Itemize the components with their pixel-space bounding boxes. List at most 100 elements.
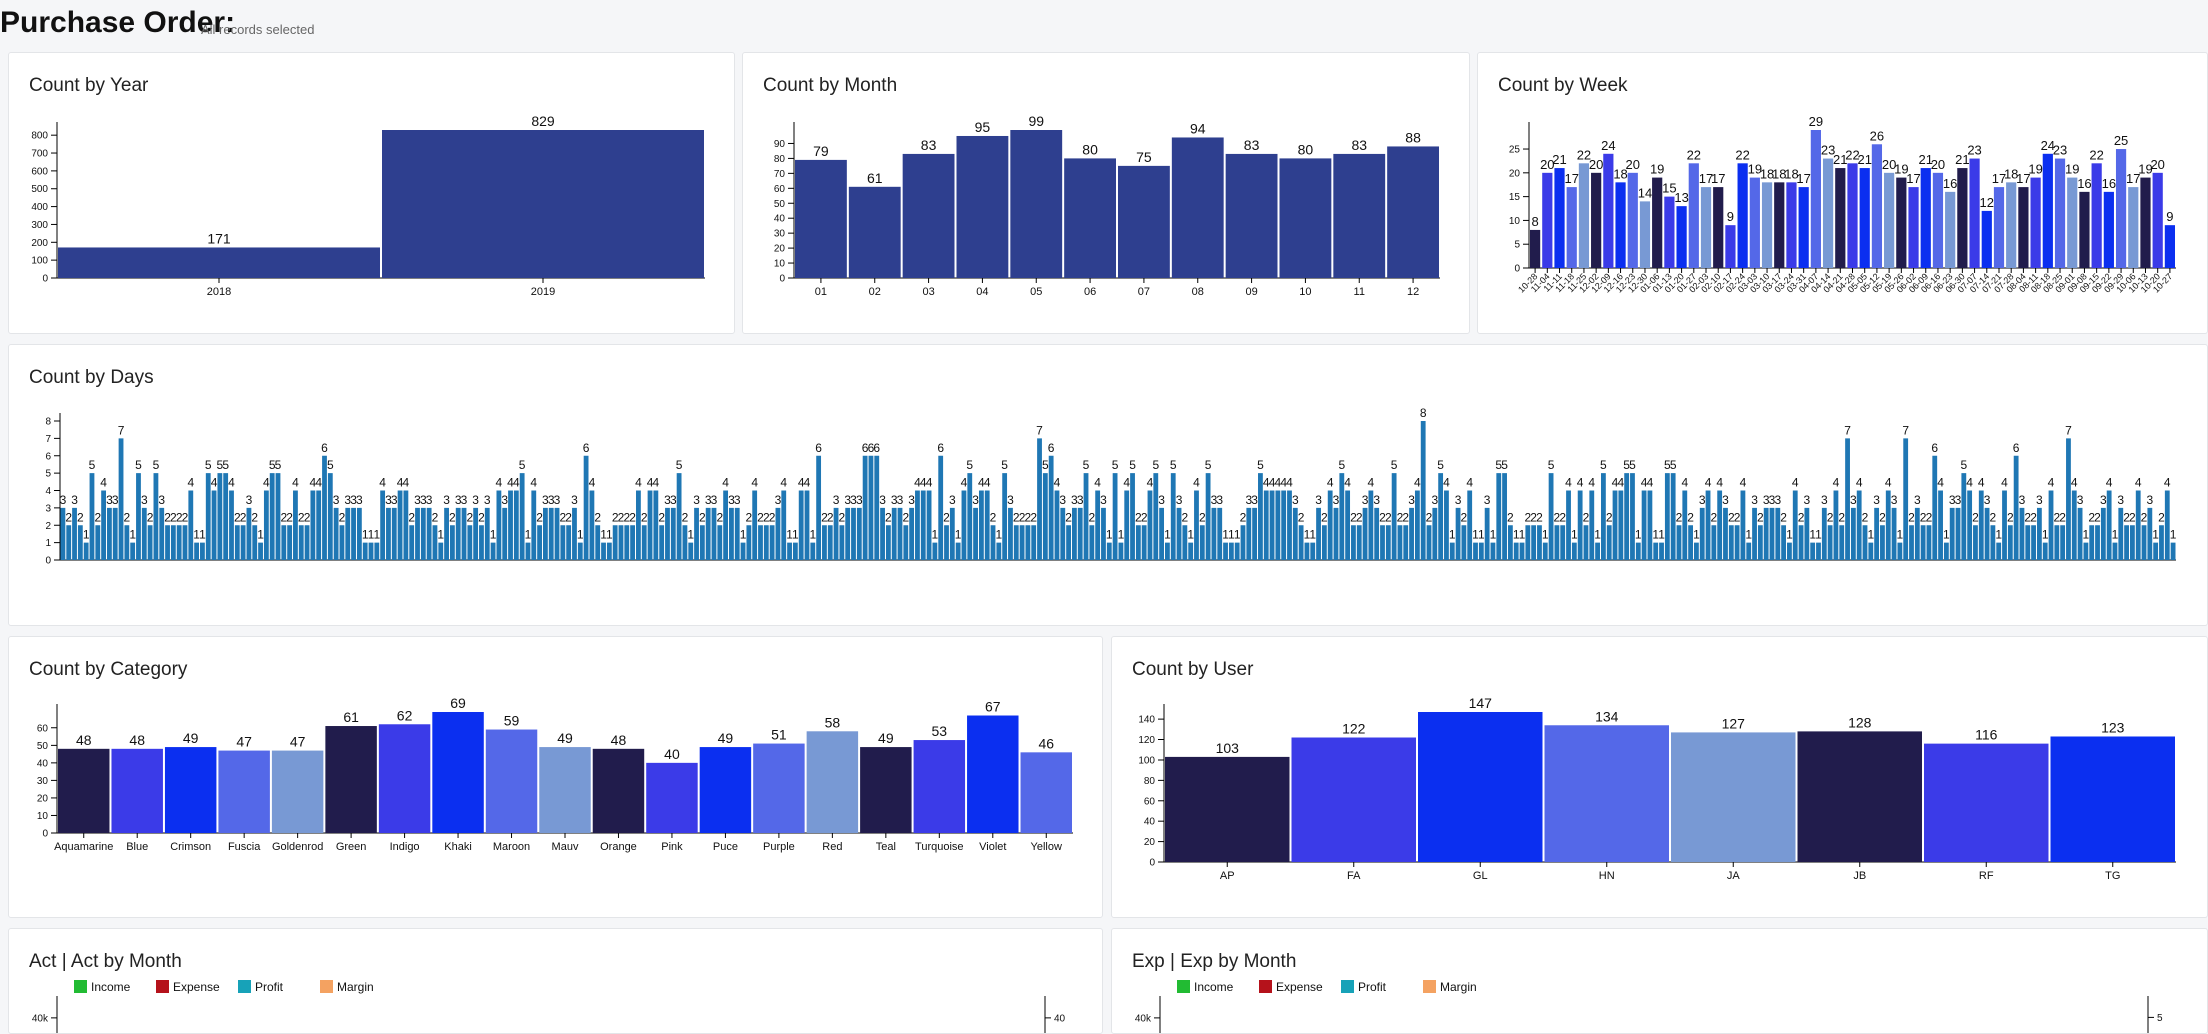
bar xyxy=(60,507,66,560)
bar xyxy=(1387,146,1439,278)
bar xyxy=(1403,525,1409,560)
bar xyxy=(382,130,704,278)
data-label: 2 xyxy=(298,510,305,524)
data-label: 3 xyxy=(414,493,421,507)
bar xyxy=(2019,507,2025,560)
bar xyxy=(1833,490,1839,560)
bar xyxy=(1031,525,1037,560)
bar xyxy=(368,542,374,560)
data-label: 23 xyxy=(2053,143,2067,158)
bar xyxy=(1577,490,1583,560)
legend-label: Margin xyxy=(1440,980,1477,994)
bar xyxy=(2100,507,2106,560)
bar xyxy=(787,542,792,560)
bar xyxy=(967,715,1019,833)
bar xyxy=(885,525,891,560)
data-label: 1 xyxy=(1897,528,1904,542)
data-label: 5 xyxy=(1205,458,1212,472)
data-label: 3 xyxy=(1216,493,1223,507)
bar xyxy=(1327,490,1333,560)
data-label: 4 xyxy=(211,476,218,490)
data-label: 2 xyxy=(1862,510,1869,524)
bar xyxy=(1211,507,1217,560)
data-label: 20 xyxy=(1882,157,1896,172)
data-label: 3 xyxy=(664,493,671,507)
bar xyxy=(2141,525,2147,560)
bar xyxy=(711,507,717,560)
bar xyxy=(1374,507,1380,560)
data-label: 5 xyxy=(327,458,334,472)
bar xyxy=(1188,542,1194,560)
data-label: 4 xyxy=(1716,476,1723,490)
data-label: 61 xyxy=(867,170,883,186)
data-label: 4 xyxy=(379,476,386,490)
bar xyxy=(502,507,508,560)
bar xyxy=(572,507,577,560)
bar xyxy=(973,507,978,560)
data-label: 3 xyxy=(949,493,956,507)
bar xyxy=(1217,507,1223,560)
bar xyxy=(1542,172,1553,268)
bar xyxy=(479,525,484,560)
y-tick-label: 140 xyxy=(1138,715,1155,726)
bar xyxy=(147,525,153,560)
x-tick-label: 08 xyxy=(1192,286,1204,298)
chart-title: Exp | Exp by Month xyxy=(1132,951,1297,972)
bar xyxy=(891,507,897,560)
bar xyxy=(1943,542,1949,560)
data-label: 1 xyxy=(1309,528,1316,542)
data-label: 49 xyxy=(718,730,734,746)
data-label: 5 xyxy=(966,458,973,472)
bar xyxy=(1775,507,1781,560)
data-label: 4 xyxy=(1344,476,1351,490)
data-label: 5 xyxy=(222,458,229,472)
data-label: 1 xyxy=(955,528,962,542)
data-label: 4 xyxy=(2071,476,2078,490)
bar xyxy=(1020,752,1072,833)
x-tick-label: 07 xyxy=(1138,286,1150,298)
data-label: 3 xyxy=(385,493,392,507)
bar xyxy=(856,507,862,560)
y-tick-label: 60 xyxy=(1144,796,1156,807)
data-label: 2 xyxy=(618,510,625,524)
data-label: 4 xyxy=(984,476,991,490)
data-label: 26 xyxy=(1870,128,1884,143)
bar xyxy=(1856,490,1862,560)
data-label: 4 xyxy=(1054,476,1061,490)
data-label: 4 xyxy=(1147,476,1154,490)
bar xyxy=(2091,163,2102,268)
bar xyxy=(618,525,624,560)
data-label: 3 xyxy=(1455,493,1462,507)
bar xyxy=(920,490,926,560)
legend-label: Income xyxy=(91,980,131,994)
y-tick-label: 60 xyxy=(37,723,49,734)
bar xyxy=(1816,542,1821,560)
data-label: 1 xyxy=(525,528,532,542)
legend-label: Income xyxy=(1194,980,1234,994)
y-tick-label: 1 xyxy=(45,538,51,549)
bar xyxy=(955,542,961,560)
bar xyxy=(752,490,758,560)
data-label: 7 xyxy=(1902,423,1909,437)
bar xyxy=(1071,507,1077,560)
data-label: 62 xyxy=(397,707,413,723)
x-tick-label: Mauv xyxy=(552,841,579,853)
bar xyxy=(218,750,270,833)
bar xyxy=(758,525,763,560)
bar xyxy=(58,748,110,833)
bar xyxy=(1548,473,1554,560)
bar xyxy=(1513,542,1519,560)
data-label: 3 xyxy=(2036,493,2043,507)
data-label: 3 xyxy=(1955,493,1962,507)
bar xyxy=(263,490,269,560)
bar xyxy=(467,525,473,560)
data-label: 3 xyxy=(1077,493,1084,507)
data-label: 17 xyxy=(1699,171,1713,186)
data-label: 23 xyxy=(1967,143,1981,158)
data-label: 4 xyxy=(1641,476,1648,490)
data-label: 2 xyxy=(1711,510,1718,524)
bar xyxy=(374,542,380,560)
x-tick-label: Fuscia xyxy=(228,841,261,853)
bar xyxy=(356,507,362,560)
bar xyxy=(2042,542,2048,560)
